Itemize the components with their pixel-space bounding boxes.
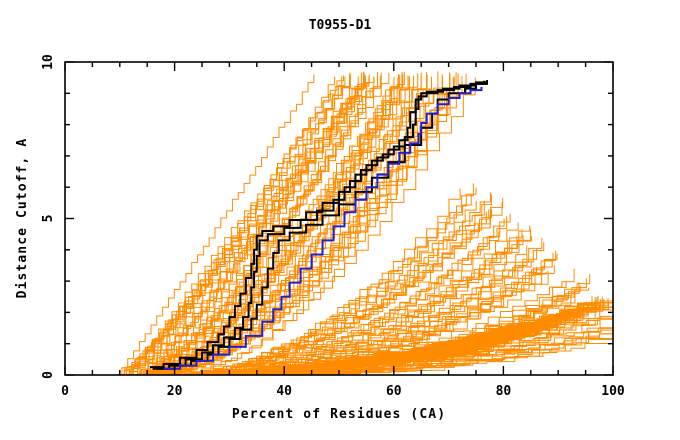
chart-title: T0955-D1	[308, 18, 372, 33]
prediction-curve	[116, 76, 366, 375]
y-tick-label: 0	[41, 371, 56, 379]
prediction-curve	[136, 76, 366, 375]
x-axis-title: Percent of Residues (CA)	[232, 407, 446, 422]
prediction-curve	[154, 302, 613, 375]
prediction-curve	[206, 338, 613, 375]
prediction-curve	[116, 77, 375, 375]
x-tick-label: 100	[601, 384, 625, 399]
prediction-curve	[149, 71, 457, 375]
x-tick-label: 60	[386, 384, 402, 399]
y-axis-title: Distance Cutoff, A	[15, 138, 30, 299]
x-tick-label: 0	[61, 384, 69, 399]
prediction-curve	[170, 218, 505, 375]
prediction-curve	[191, 300, 613, 375]
series-layer	[116, 71, 613, 375]
prediction-curve	[166, 77, 476, 375]
x-tick-label: 40	[276, 384, 292, 399]
y-tick-label: 10	[41, 54, 56, 70]
prediction-curve	[164, 187, 477, 375]
prediction-curve	[116, 74, 315, 375]
prediction-curve	[121, 71, 364, 375]
prediction-curve	[201, 306, 613, 375]
x-tick-label: 20	[167, 384, 183, 399]
prediction-curve	[170, 188, 461, 375]
prediction-curve	[157, 200, 477, 375]
prediction-curve	[160, 71, 439, 375]
x-tick-label: 80	[496, 384, 512, 399]
prediction-curve	[165, 209, 490, 375]
prediction-curve	[141, 76, 346, 375]
axis-tick-labels: 0 20 40 60 80 100 0 5 10	[41, 54, 625, 399]
prediction-curve	[169, 73, 459, 375]
prediction-curve	[137, 76, 375, 375]
y-tick-label: 5	[41, 215, 56, 223]
prediction-curve	[135, 74, 404, 375]
series-black-model-2	[152, 80, 486, 370]
prediction-curve	[152, 76, 395, 375]
axis-ticks	[64, 61, 614, 376]
series-blue-model	[163, 87, 483, 370]
